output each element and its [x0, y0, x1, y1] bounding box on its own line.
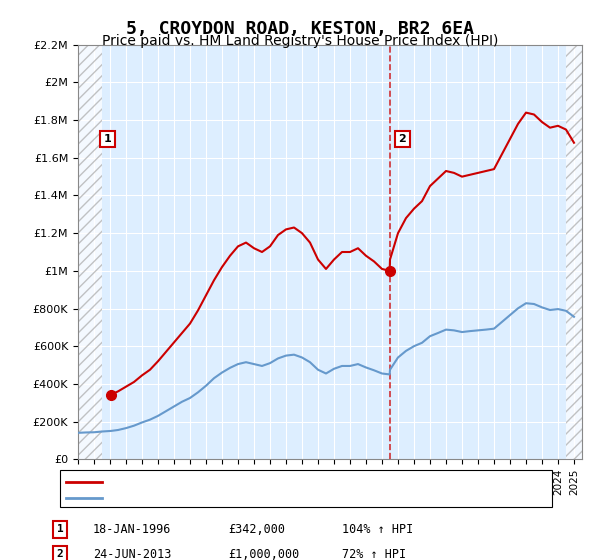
Text: 1: 1 [56, 524, 64, 534]
Text: HPI: Average price, detached house, Bromley: HPI: Average price, detached house, Brom… [105, 492, 395, 502]
Text: 2: 2 [398, 134, 406, 144]
Text: 72% ↑ HPI: 72% ↑ HPI [342, 548, 406, 560]
Text: £1,000,000: £1,000,000 [228, 548, 299, 560]
Text: Price paid vs. HM Land Registry's House Price Index (HPI): Price paid vs. HM Land Registry's House … [102, 34, 498, 48]
Text: 1: 1 [104, 134, 112, 144]
Text: 2: 2 [56, 549, 64, 559]
Text: 5, CROYDON ROAD, KESTON, BR2 6EA: 5, CROYDON ROAD, KESTON, BR2 6EA [126, 20, 474, 38]
Text: 18-JAN-1996: 18-JAN-1996 [93, 522, 172, 536]
Text: 24-JUN-2013: 24-JUN-2013 [93, 548, 172, 560]
Text: £342,000: £342,000 [228, 522, 285, 536]
Text: 104% ↑ HPI: 104% ↑ HPI [342, 522, 413, 536]
Text: 5, CROYDON ROAD, KESTON, BR2 6EA (detached house): 5, CROYDON ROAD, KESTON, BR2 6EA (detach… [105, 475, 436, 486]
